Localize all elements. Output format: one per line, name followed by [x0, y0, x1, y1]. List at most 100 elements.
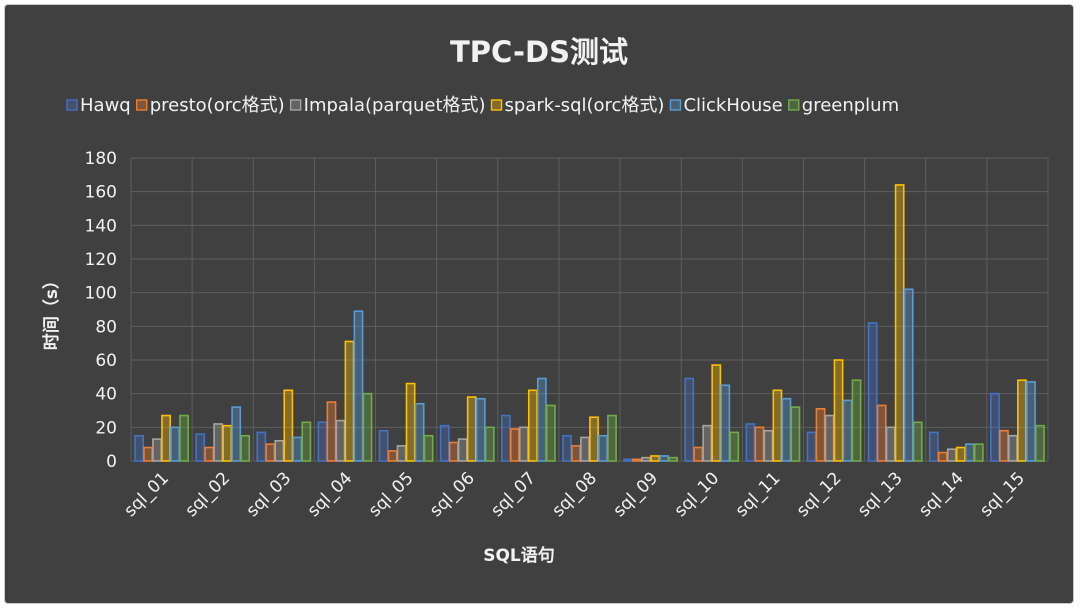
- bar-impala-parquet--sql_08: [580, 436, 590, 462]
- bar-presto-orc--sql_14: [937, 451, 948, 462]
- x-tick-label: sql_04: [304, 468, 357, 521]
- bar-impala-parquet--sql_03: [274, 439, 285, 462]
- y-tick-label: 0: [106, 452, 117, 472]
- x-tick-label: sql_14: [915, 468, 968, 521]
- bar-hawq-sql_02: [195, 433, 206, 462]
- bar-spark-sql-orc--sql_14: [955, 446, 966, 462]
- bar-impala-parquet--sql_04: [335, 419, 346, 462]
- y-axis-ticks: 0 20 40 60 80 100 120 140 160 180: [85, 149, 117, 472]
- bar-clickhouse-sql_13: [903, 288, 914, 462]
- legend-label: Impala(parquet格式): [304, 95, 486, 116]
- bar-clickhouse-sql_07: [536, 377, 547, 462]
- bar-clickhouse-sql_12: [842, 399, 853, 462]
- bar-impala-parquet--sql_01: [152, 438, 162, 462]
- chart-panel: TPC-DS测试 Hawq presto(orc格式) Impala(parquet…: [4, 4, 1074, 604]
- bar-clickhouse-sql_04: [353, 310, 364, 462]
- chart-title: TPC-DS测试: [450, 35, 628, 69]
- bar-clickhouse-sql_08: [598, 434, 608, 462]
- x-tick-label: sql_12: [793, 468, 846, 521]
- legend-swatch: [136, 99, 148, 111]
- y-tick-label: 80: [95, 317, 117, 337]
- bar-impala-parquet--sql_14: [946, 448, 957, 462]
- bar-greenplum-sql_09: [668, 456, 679, 462]
- bar-spark-sql-orc--sql_01: [161, 414, 171, 462]
- bar-hawq-sql_14: [928, 431, 939, 462]
- bar-spark-sql-orc--sql_12: [833, 359, 844, 462]
- bar-greenplum-sql_14: [973, 443, 984, 462]
- legend-swatch: [490, 99, 503, 111]
- bar-hawq-sql_07: [500, 414, 511, 462]
- bar-presto-orc--sql_06: [448, 441, 459, 462]
- y-tick-label: 100: [85, 284, 117, 304]
- bar-spark-sql-orc--sql_11: [772, 389, 783, 462]
- bar-hawq-sql_05: [378, 429, 389, 462]
- bar-greenplum-sql_11: [790, 406, 801, 462]
- bar-clickhouse-sql_03: [292, 436, 303, 462]
- x-axis-ticks: sql_01 sql_02 sql_03 sql_04 sql_05 sql_06 sql_…: [120, 468, 1029, 521]
- bar-spark-sql-orc--sql_02: [222, 424, 233, 462]
- bar-hawq-sql_11: [745, 423, 756, 462]
- bar-clickhouse-sql_15: [1026, 381, 1036, 462]
- bar-presto-orc--sql_01: [143, 446, 153, 462]
- bar-hawq-sql_09: [623, 458, 634, 462]
- bar-greenplum-sql_08: [607, 414, 617, 462]
- bar-impala-parquet--sql_13: [885, 426, 896, 462]
- bar-presto-orc--sql_09: [632, 458, 643, 462]
- bar-hawq-sql_03: [256, 431, 267, 462]
- bar-impala-parquet--sql_12: [824, 414, 835, 462]
- x-tick-label: sql_08: [548, 468, 601, 521]
- x-axis-label: SQL语句: [483, 545, 555, 566]
- bar-greenplum-sql_07: [545, 404, 556, 462]
- bar-spark-sql-orc--sql_06: [466, 396, 477, 462]
- bar-clickhouse-sql_06: [475, 397, 486, 462]
- bar-impala-parquet--sql_02: [213, 423, 224, 462]
- legend-label: ClickHouse: [683, 95, 782, 116]
- bar-clickhouse-sql_10: [720, 384, 731, 462]
- y-tick-label: 160: [85, 183, 117, 203]
- bar-clickhouse-sql_14: [964, 443, 975, 462]
- y-tick-label: 180: [85, 149, 117, 169]
- bar-impala-parquet--sql_11: [763, 429, 774, 462]
- legend-label: presto(orc格式): [150, 95, 285, 116]
- bar-presto-orc--sql_04: [326, 401, 337, 462]
- bar-hawq-sql_10: [684, 377, 695, 462]
- bar-impala-parquet--sql_09: [641, 456, 652, 462]
- chart-svg: TPC-DS测试 Hawq presto(orc格式) Impala(parquet…: [41, 35, 1049, 566]
- x-tick-label: sql_01: [120, 468, 173, 521]
- bar-impala-parquet--sql_07: [518, 426, 529, 462]
- bar-hawq-sql_01: [134, 434, 144, 462]
- bar-impala-parquet--sql_15: [1008, 434, 1018, 462]
- bar-hawq-sql_08: [562, 434, 572, 462]
- y-tick-label: 20: [95, 418, 117, 438]
- legend-label: spark-sql(orc格式): [505, 95, 665, 116]
- x-tick-label: sql_07: [487, 468, 540, 521]
- bar-presto-orc--sql_02: [204, 446, 215, 462]
- y-axis-label: 时间（s）: [41, 272, 62, 350]
- bar-spark-sql-orc--sql_05: [405, 382, 416, 462]
- bar-clickhouse-sql_05: [414, 402, 425, 462]
- x-tick-label: sql_13: [854, 468, 907, 521]
- legend-label: greenplum: [802, 95, 899, 116]
- legend-label: Hawq: [80, 95, 131, 116]
- chart-grid: [130, 157, 1049, 462]
- bar-impala-parquet--sql_05: [396, 445, 407, 462]
- x-tick-label: sql_03: [243, 468, 296, 521]
- legend-swatch: [66, 99, 78, 111]
- bar-presto-orc--sql_15: [999, 429, 1009, 462]
- bar-spark-sql-orc--sql_03: [283, 389, 294, 462]
- bar-greenplum-sql_12: [851, 379, 862, 462]
- chart-bars: [134, 184, 1045, 462]
- legend-swatch: [669, 99, 682, 111]
- bar-hawq-sql_13: [867, 322, 878, 462]
- legend-swatch: [788, 99, 800, 111]
- bar-hawq-sql_04: [317, 421, 328, 462]
- bar-greenplum-sql_13: [912, 421, 923, 462]
- bar-hawq-sql_12: [806, 431, 817, 462]
- bar-spark-sql-orc--sql_04: [344, 340, 355, 462]
- bar-presto-orc--sql_13: [876, 404, 887, 462]
- bar-presto-orc--sql_07: [509, 428, 520, 462]
- bar-greenplum-sql_10: [729, 431, 740, 462]
- legend-swatch: [289, 99, 302, 111]
- bar-greenplum-sql_03: [301, 421, 312, 462]
- bar-presto-orc--sql_11: [754, 426, 765, 462]
